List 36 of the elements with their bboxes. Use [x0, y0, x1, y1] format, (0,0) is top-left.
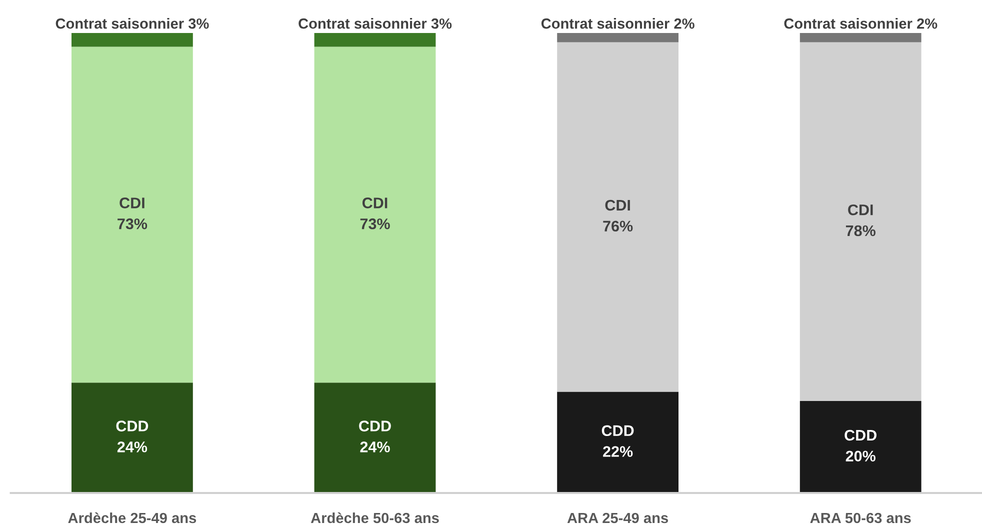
bar [314, 46, 436, 383]
bar [557, 33, 678, 42]
x-tick-label: Ardèche 25-49 ans [68, 512, 196, 524]
bar [314, 382, 436, 493]
text: CDD [602, 425, 634, 436]
bar [314, 33, 436, 47]
data-label: 22% [603, 446, 633, 457]
text: CDI [362, 198, 388, 208]
text: CDI [120, 198, 144, 208]
bar [800, 401, 922, 493]
data-label: 76% [603, 220, 633, 232]
data-label: 20% [846, 450, 876, 462]
bar [72, 382, 193, 493]
data-label: 78% [846, 225, 876, 236]
text: Contrat saisonnier 2% [784, 18, 938, 29]
text: Contrat saisonnier 3% [56, 18, 209, 29]
series-label: CDD [844, 430, 877, 441]
bar [557, 42, 678, 392]
text: CDD [359, 420, 391, 432]
text: CDI [848, 204, 873, 216]
data-label: 24% [360, 442, 390, 452]
bar [72, 46, 193, 383]
data-label: 73% [360, 218, 390, 230]
data-label: 24% [117, 442, 148, 452]
text: CDD [116, 420, 148, 432]
bar [557, 392, 678, 493]
data-label: 73% [118, 218, 148, 230]
series-label: CDI [605, 200, 630, 211]
bar [72, 33, 193, 47]
x-tick-label: ARA 25-49 ans [567, 512, 668, 524]
x-tick-label: Ardèche 50-63 ans [310, 512, 439, 524]
text: Contrat saisonnier 3% [298, 18, 452, 29]
text: Contrat saisonnier 2% [541, 18, 694, 29]
bar [800, 42, 922, 401]
x-tick-label: ARA 50-63 ans [810, 512, 911, 524]
bar [800, 33, 922, 42]
